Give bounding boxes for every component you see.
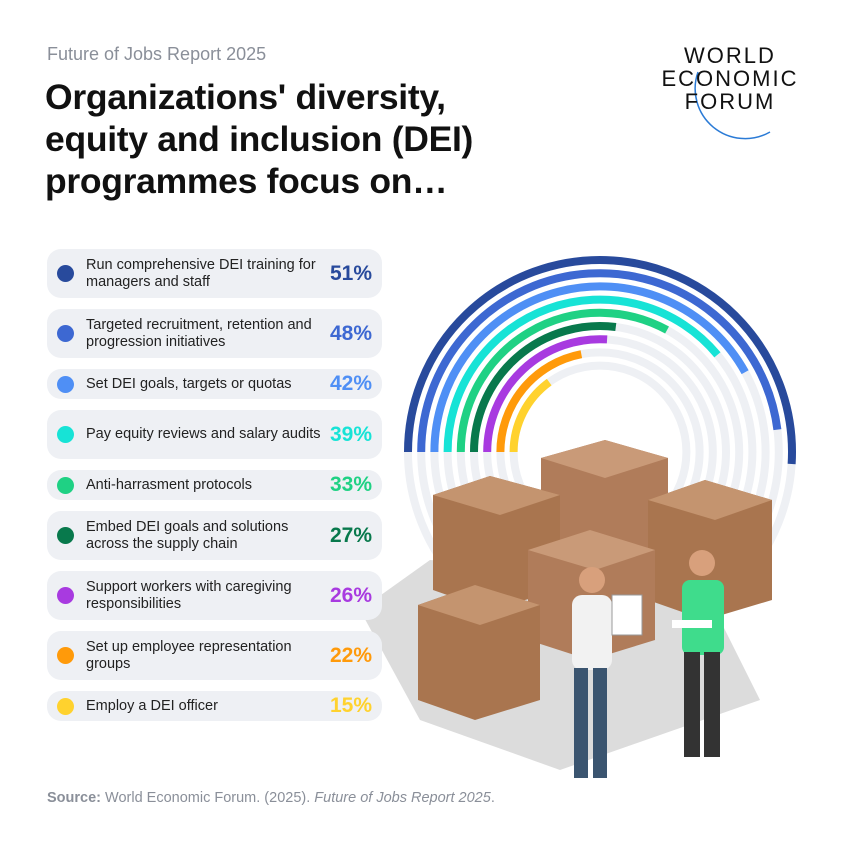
logo-line: WORLD (684, 43, 776, 68)
data-label: 22% (329, 643, 372, 667)
legend-label: Pay equity reviews and salary audits (86, 426, 321, 442)
legend-item: Set up employee representation groups 22% (47, 631, 382, 680)
legend-label: Employ a DEI officer (86, 697, 218, 714)
arc-bar (443, 295, 721, 453)
arc-bar (417, 269, 782, 453)
report-kicker: Future of Jobs Report 2025 (47, 44, 267, 64)
data-label: 48% (329, 321, 372, 345)
source-title: Future of Jobs Report 2025 (314, 790, 491, 806)
data-label: 15% (329, 694, 372, 717)
arc-bar (483, 335, 608, 453)
legend-dot-icon (57, 587, 74, 604)
arc-bar (509, 378, 552, 453)
logo-arc-icon (694, 71, 771, 140)
legend-item: Employ a DEI officer 15% (47, 691, 382, 721)
legend-dot-icon (57, 375, 74, 393)
source-end: . (490, 790, 495, 806)
legend-dot-icon (57, 426, 74, 443)
legend-dot-icon (57, 325, 74, 342)
legend-item: Embed DEI goals and solutions across the… (47, 511, 382, 560)
legend-label: Set DEI goals, targets or quotas (86, 375, 292, 392)
legend-dot-icon (57, 476, 74, 494)
data-label: 33% (329, 473, 372, 496)
source-text: World Economic Forum. (2025). (101, 790, 315, 806)
source-label: Source: (47, 790, 101, 806)
logo-line: FORUM (684, 89, 776, 114)
data-label: 26% (329, 583, 372, 607)
arc-bar (470, 322, 617, 453)
arc-bar (456, 308, 669, 453)
arc-bar (496, 350, 583, 453)
legend-label: Embed DEI goals and solutions across the… (86, 518, 289, 552)
page-title: Organizations' diversity, equity and inc… (45, 77, 474, 201)
legend-item: Set DEI goals, targets or quotas 42% (47, 369, 382, 399)
legend-dot-icon (57, 697, 74, 715)
legend-item: Pay equity reviews and salary audits 39% (47, 410, 382, 459)
data-label: 51% (329, 261, 372, 285)
legend-label: Anti-harrasment protocols (86, 476, 253, 493)
legend-label: Set up employee representation groups (86, 638, 292, 672)
legend-label: Support workers with caregiving responsi… (86, 578, 292, 612)
logo-line: ECONOMIC (661, 66, 799, 91)
data-label: 42% (329, 372, 372, 395)
legend-label: Targeted recruitment, retention and prog… (86, 316, 312, 350)
legend-dot-icon (57, 265, 74, 282)
wef-logo: WORLD ECONOMIC FORUM (650, 43, 810, 140)
illustration-boxes-people (360, 440, 772, 778)
source-note: Source: World Economic Forum. (2025). Fu… (47, 790, 495, 806)
legend-item: Anti-harrasment protocols 33% (47, 470, 382, 500)
legend-item: Support workers with caregiving responsi… (47, 571, 382, 620)
arc-bar (404, 256, 796, 465)
legend-label: Run comprehensive DEI training for manag… (86, 256, 316, 290)
legend-dot-icon (57, 527, 74, 544)
data-label: 27% (329, 523, 372, 547)
arc-bar (430, 282, 749, 453)
data-label: 39% (329, 422, 372, 446)
legend-item: Targeted recruitment, retention and prog… (47, 309, 382, 358)
legend-item: Run comprehensive DEI training for manag… (47, 249, 382, 298)
legend-dot-icon (57, 647, 74, 664)
